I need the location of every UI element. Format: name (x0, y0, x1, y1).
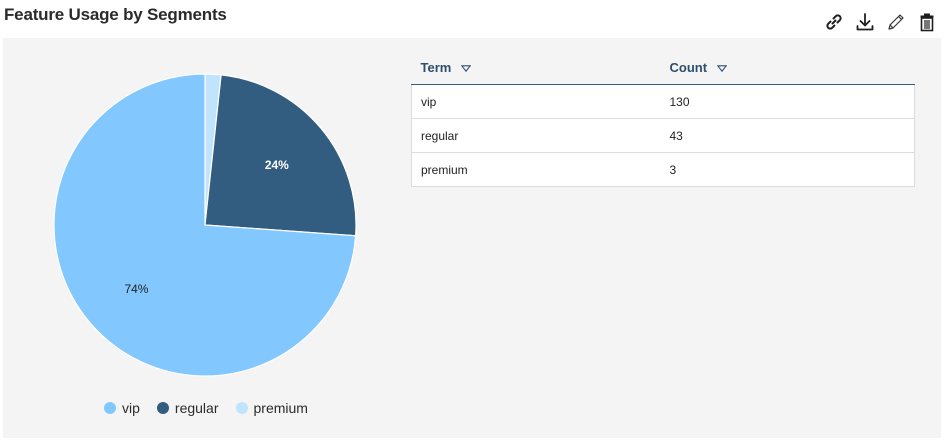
cell-count: 3 (660, 152, 915, 187)
cell-count: 43 (660, 118, 915, 153)
pie-data-label-vip: 74% (124, 282, 148, 296)
pie-chart: 24% 74% (53, 73, 357, 377)
legend-swatch (156, 402, 169, 414)
legend-label: vip (122, 400, 140, 416)
legend-swatch (235, 402, 248, 414)
delete-button[interactable] (916, 10, 938, 34)
pie-data-label-regular: 24% (265, 158, 289, 172)
column-header-label: Count (669, 59, 708, 75)
widget-toolbar (823, 10, 938, 34)
trash-icon (920, 13, 934, 32)
table-row[interactable]: regular 43 (411, 118, 915, 153)
widget-header: Feature Usage by Segments (0, 0, 944, 38)
pencil-icon (888, 14, 904, 30)
legend-item-premium[interactable]: premium (235, 400, 308, 416)
legend-swatch (104, 402, 116, 414)
link-button[interactable] (823, 10, 845, 34)
download-button[interactable] (854, 10, 876, 34)
download-icon (856, 13, 874, 31)
cell-term: vip (411, 84, 661, 119)
table-row[interactable]: premium 3 (411, 152, 915, 187)
chart-legend: vip regular premium (104, 400, 308, 416)
legend-label: regular (174, 400, 219, 416)
column-header-count[interactable]: Count (660, 50, 915, 85)
data-table: Term Count vip 130 (411, 50, 915, 187)
legend-item-regular[interactable]: regular (156, 400, 219, 416)
pie-slice-vip[interactable] (53, 73, 357, 377)
legend-item-vip[interactable]: vip (104, 400, 140, 416)
column-header-label: Term (420, 59, 452, 75)
cell-term: regular (411, 118, 661, 153)
widget-body: 24% 74% vip regular premium Term (3, 38, 941, 438)
widget-title: Feature Usage by Segments (4, 5, 227, 24)
pie-slice-regular[interactable] (204, 74, 357, 237)
cell-term: premium (411, 152, 661, 187)
table-header-row: Term Count (411, 50, 915, 85)
sort-down-icon (460, 64, 471, 72)
cell-count: 130 (660, 84, 915, 119)
legend-label: premium (253, 400, 308, 416)
data-table-container: Term Count vip 130 (411, 50, 915, 187)
link-icon (826, 14, 842, 30)
table-row[interactable]: vip 130 (411, 84, 915, 119)
sort-down-icon (716, 64, 727, 72)
column-header-term[interactable]: Term (411, 50, 661, 85)
edit-button[interactable] (885, 10, 907, 34)
